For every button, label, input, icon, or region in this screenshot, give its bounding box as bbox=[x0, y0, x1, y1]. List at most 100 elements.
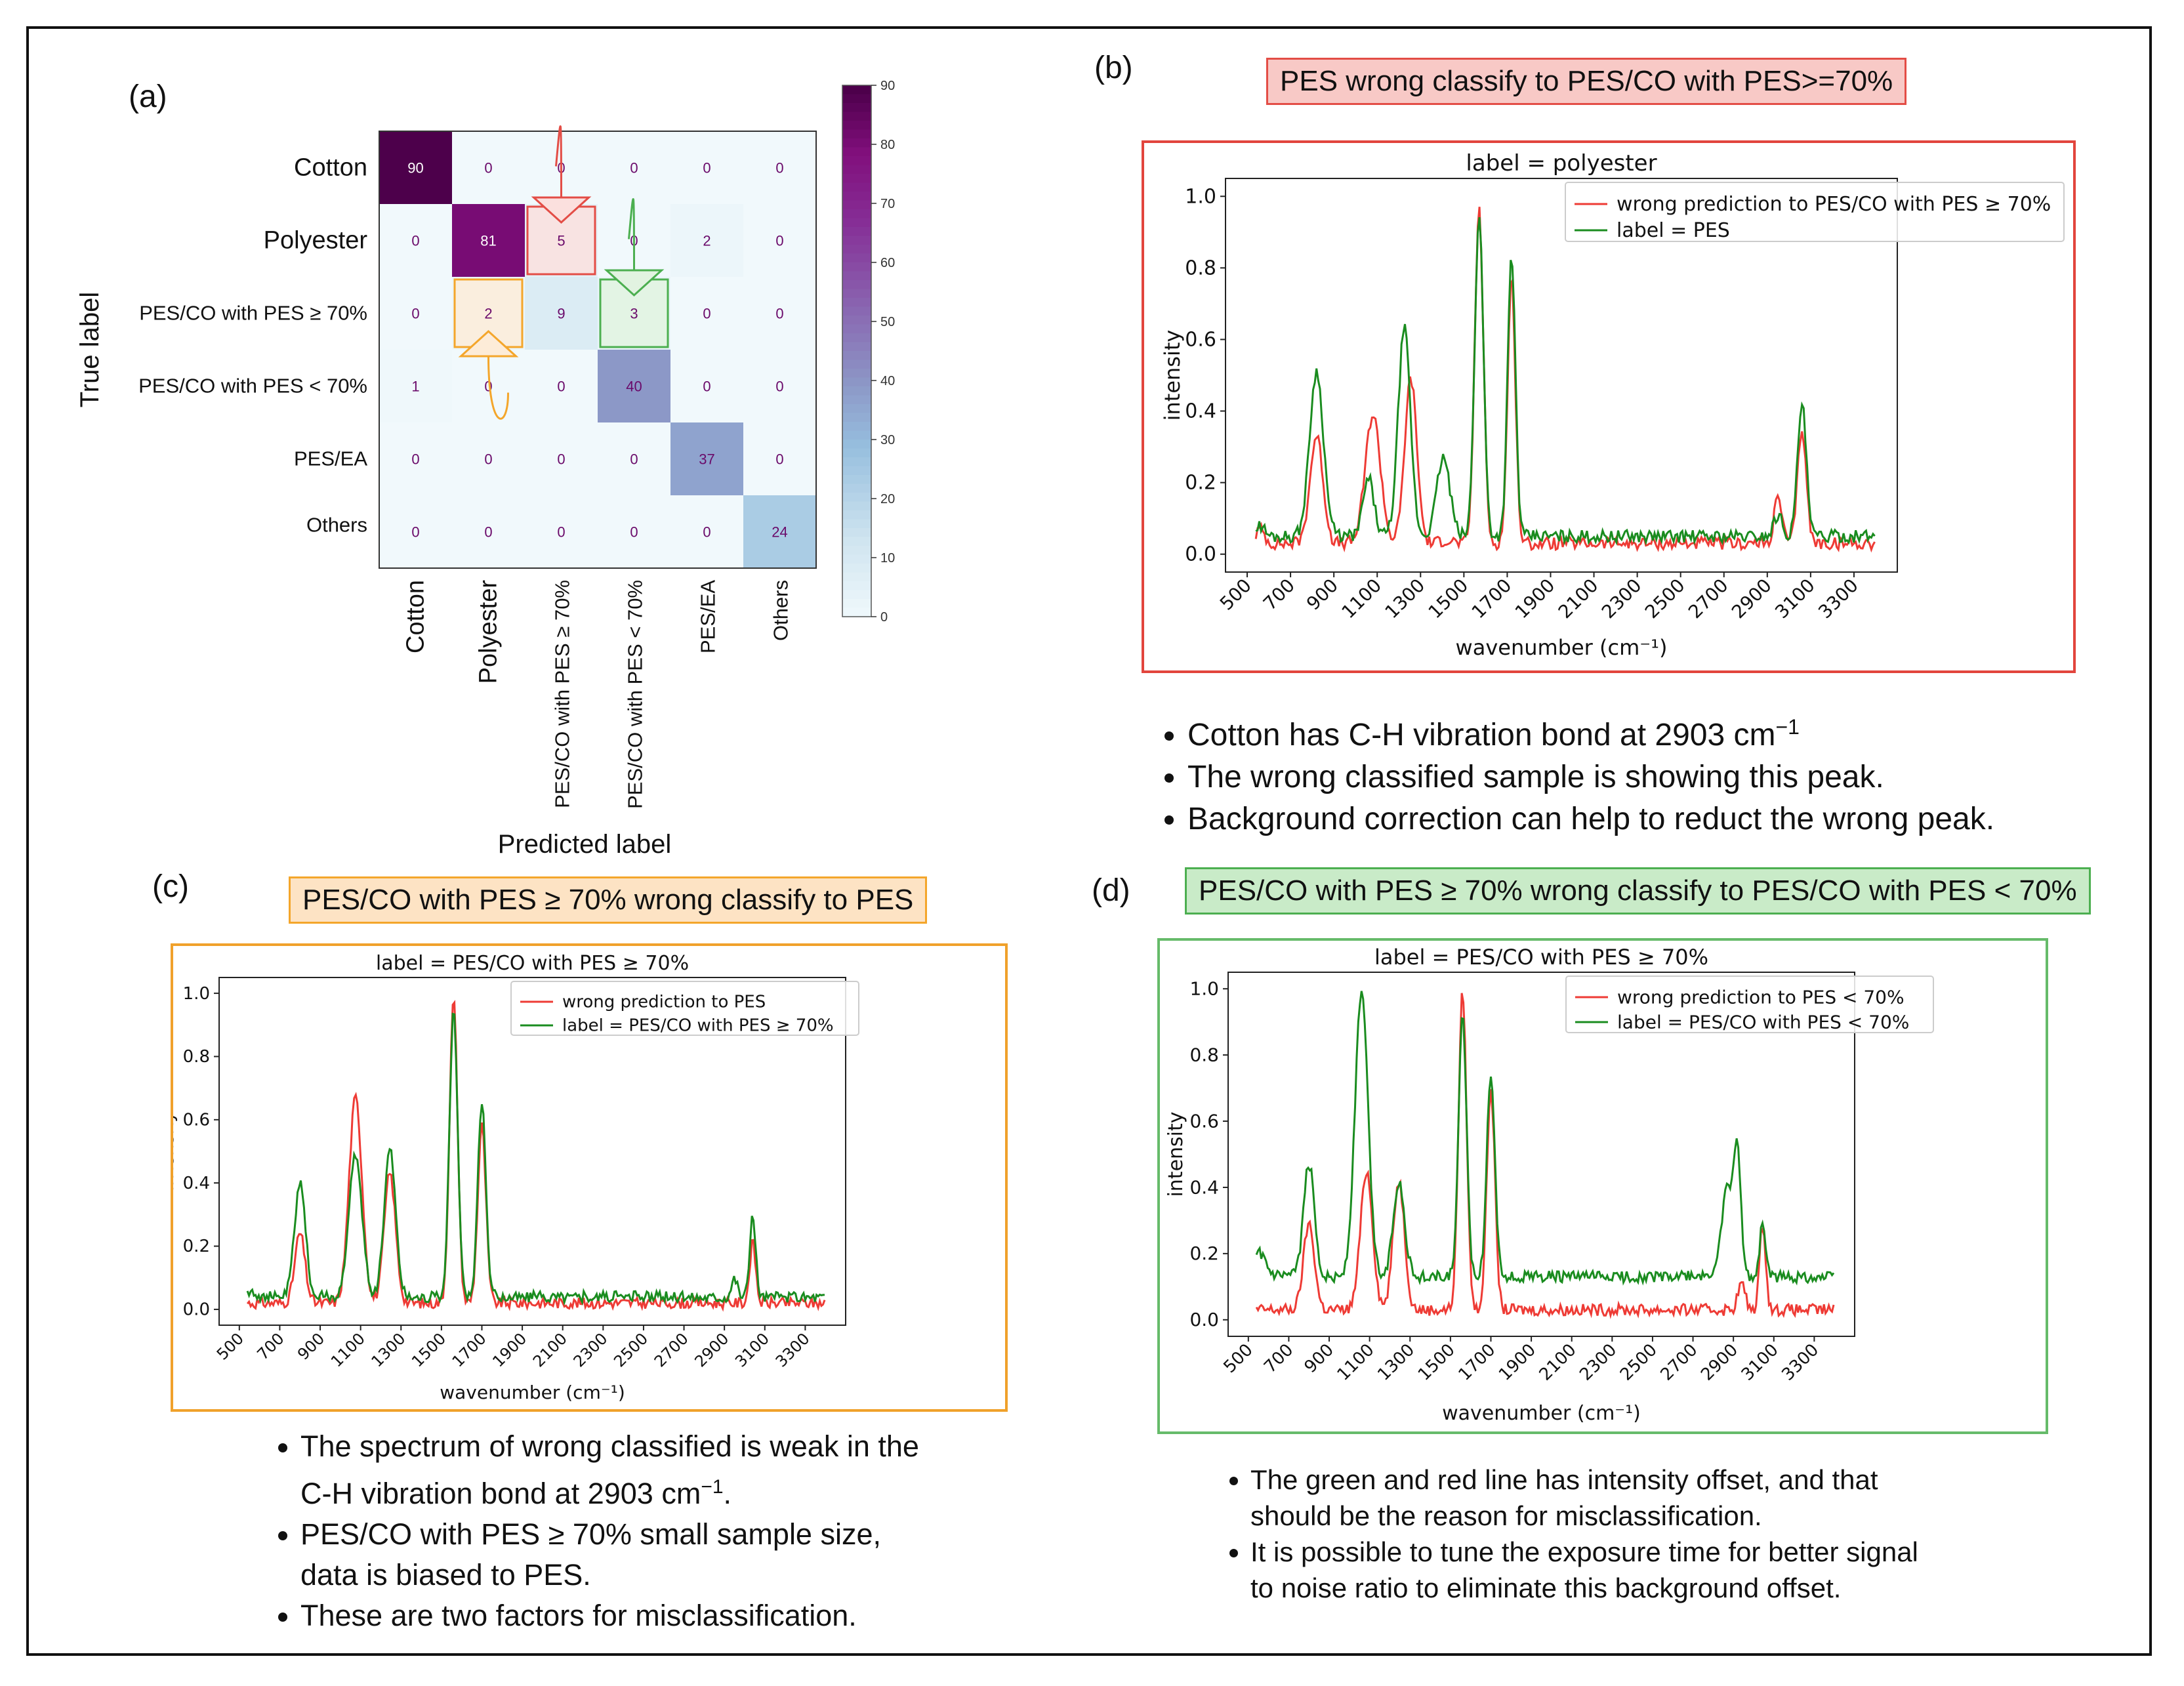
heatmap-cell bbox=[452, 131, 525, 204]
colorbar-tick-label: 80 bbox=[880, 138, 895, 152]
colorbar-segment bbox=[842, 129, 871, 139]
colorbar-segment bbox=[842, 342, 871, 352]
spectrum-c-chart: label = PES/CO with PES ≥ 70% 0.0 0.2 0.4 0.… bbox=[156, 952, 859, 1403]
colorbar-segment bbox=[842, 422, 871, 432]
note-item: These are two factors for misclassificat… bbox=[300, 1595, 1114, 1636]
y-tick-label: 0.6 bbox=[1185, 328, 1216, 351]
colorbar-segment bbox=[842, 236, 871, 245]
colorbar-segment bbox=[842, 165, 871, 175]
colorbar-border bbox=[842, 85, 872, 617]
x-tick-label: 1300 bbox=[1374, 1340, 1418, 1385]
legend-label: label = PES/CO with PES ≥ 70% bbox=[562, 1016, 834, 1036]
cell-value-label: 0 bbox=[484, 451, 492, 468]
y-axis-label: intensity bbox=[173, 1111, 178, 1191]
series-line-true-label bbox=[1255, 991, 1835, 1286]
series-line-wrong-prediction bbox=[1255, 993, 1835, 1319]
heatmap-cell bbox=[670, 350, 743, 422]
cell-value-label: 2 bbox=[484, 306, 492, 322]
colorbar-tick-label: 50 bbox=[880, 315, 895, 329]
x-tick-label: 1500 bbox=[408, 1329, 449, 1370]
cell-value-label: 0 bbox=[775, 306, 783, 322]
row-tick-label: PES/CO with PES ≥ 70% bbox=[139, 302, 367, 325]
x-tick-label: 2100 bbox=[1554, 575, 1603, 623]
y-tick-label: 0.8 bbox=[183, 1047, 210, 1067]
y-tick-label: 0.6 bbox=[183, 1110, 210, 1130]
arrow-connector-green bbox=[628, 198, 635, 271]
colorbar-segment bbox=[842, 475, 871, 485]
colorbar-segment bbox=[842, 360, 871, 369]
colorbar-tick-label: 70 bbox=[880, 197, 895, 211]
row-tick-label: PES/CO with PES < 70% bbox=[138, 375, 367, 398]
cell-value-label: 3 bbox=[630, 306, 638, 322]
x-tick-label: 2700 bbox=[1684, 575, 1733, 623]
cell-value-label: 0 bbox=[557, 379, 565, 395]
colorbar-segment bbox=[842, 94, 871, 104]
colorbar-segment bbox=[842, 138, 871, 148]
colorbar-segment bbox=[842, 156, 871, 166]
colorbar-segment bbox=[842, 103, 871, 113]
colorbar-segment bbox=[842, 554, 871, 564]
colorbar-segment bbox=[842, 324, 871, 334]
cell-value-label: 0 bbox=[411, 524, 419, 541]
column-tick-label: Polyester bbox=[475, 580, 503, 684]
cell-value-label: 2 bbox=[703, 233, 711, 249]
row-tick-label: PES/EA bbox=[294, 447, 367, 470]
colorbar-segment bbox=[842, 510, 871, 520]
x-tick-label: 700 bbox=[1259, 575, 1299, 615]
colorbar-segment bbox=[842, 351, 871, 361]
x-tick-label: 3300 bbox=[772, 1329, 814, 1370]
colorbar-segment bbox=[842, 147, 871, 157]
colorbar-tick-label: 40 bbox=[880, 374, 895, 388]
panel-d-notes: The green and red line has intensity off… bbox=[1218, 1462, 2103, 1606]
arrow-head-red bbox=[531, 196, 592, 224]
cell-value-label: 9 bbox=[557, 306, 565, 322]
panel-d-title: PES/CO with PES ≥ 70% wrong classify to … bbox=[1185, 867, 2091, 915]
x-tick-label: 1100 bbox=[327, 1329, 369, 1370]
x-tick-label: 500 bbox=[1220, 1340, 1256, 1377]
cell-value-label: 0 bbox=[775, 160, 783, 176]
legend-label: label = PES bbox=[1617, 219, 1730, 242]
colorbar-segment bbox=[842, 182, 871, 192]
plot-title: label = PES/CO with PES ≥ 70% bbox=[376, 952, 689, 975]
y-tick-label: 0.6 bbox=[1189, 1110, 1219, 1132]
arrow-connector-red bbox=[555, 125, 562, 198]
heatmap-cell bbox=[670, 277, 743, 350]
colorbar-segment bbox=[842, 121, 871, 131]
x-tick-label: 3300 bbox=[1814, 575, 1863, 623]
cell-value-label: 0 bbox=[703, 524, 711, 541]
x-tick-label: 500 bbox=[213, 1329, 247, 1363]
colorbar-segment bbox=[842, 174, 871, 184]
x-tick-label: 2300 bbox=[1597, 575, 1646, 623]
cell-value-label: 0 bbox=[775, 379, 783, 395]
x-axis-label: Predicted label bbox=[498, 830, 672, 859]
colorbar-segment bbox=[842, 271, 871, 281]
x-tick-label: 2700 bbox=[651, 1329, 692, 1370]
colorbar-segment bbox=[842, 466, 871, 476]
cell-value-label: 0 bbox=[703, 379, 711, 395]
heatmap-border bbox=[379, 131, 817, 569]
x-tick-label: 500 bbox=[1216, 575, 1256, 615]
note-item: The spectrum of wrong classified is weak… bbox=[300, 1426, 1114, 1514]
colorbar-segment bbox=[842, 493, 871, 503]
colorbar-segment bbox=[842, 572, 871, 582]
cell-value-label: 24 bbox=[772, 524, 787, 541]
x-tick-label: 2900 bbox=[1727, 575, 1776, 623]
spectrum-b-chart: label = polyester 0.0 0.2 0.4 0.6 0.8 1.0 500 70… bbox=[1160, 150, 2065, 660]
colorbar-segment bbox=[842, 413, 871, 422]
x-tick-label: 2300 bbox=[570, 1329, 611, 1370]
x-tick-label: 2900 bbox=[691, 1329, 732, 1370]
cell-value-label: 0 bbox=[411, 306, 419, 322]
colorbar-segment bbox=[842, 483, 871, 493]
colorbar-segment bbox=[842, 253, 871, 263]
colorbar-tick-label: 10 bbox=[880, 551, 895, 565]
confusion-matrix-chart: 90 0 0 0 0 00 81 5 0 2 00 2 9 3 0 01 0 0 40 0 00 0 0 0 37 00 0 0 0 0 2… bbox=[75, 79, 895, 859]
y-tick-label: 0.2 bbox=[1185, 472, 1216, 495]
colorbar-segment bbox=[842, 112, 871, 121]
y-tick-label: 0.0 bbox=[1185, 543, 1216, 566]
x-axis-label: wavenumber (cm⁻¹) bbox=[440, 1382, 625, 1403]
spectrum-d-chart: label = PES/CO with PES ≥ 70% 0.0 0.2 0.4 0.… bbox=[1164, 945, 1934, 1425]
colorbar-tick-label: 20 bbox=[880, 492, 895, 506]
colorbar-segment bbox=[842, 581, 871, 591]
column-tick-label: PES/EA bbox=[697, 580, 720, 653]
colorbar-segment bbox=[842, 590, 871, 600]
